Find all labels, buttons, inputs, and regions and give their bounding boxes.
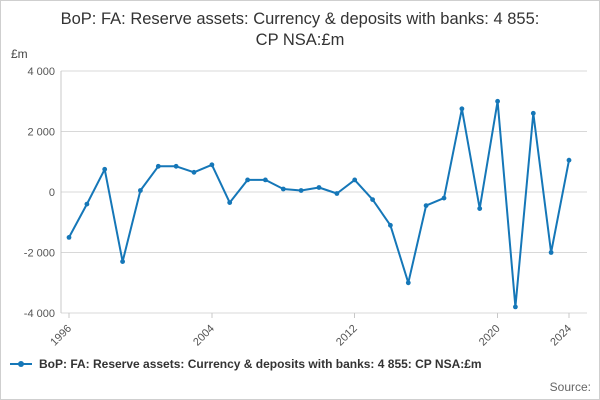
- data-point[interactable]: [548, 250, 554, 255]
- data-point[interactable]: [227, 200, 233, 206]
- y-tick-label: 4 000: [27, 66, 55, 78]
- data-point[interactable]: [334, 191, 340, 196]
- data-point[interactable]: [84, 201, 90, 207]
- legend-label: BoP: FA: Reserve assets: Currency & depo…: [39, 357, 482, 371]
- source-label: Source:: [549, 380, 591, 394]
- data-point[interactable]: [513, 304, 518, 310]
- data-point[interactable]: [405, 280, 411, 286]
- y-tick-label: 2 000: [27, 127, 55, 139]
- data-point[interactable]: [423, 203, 429, 209]
- data-point[interactable]: [441, 195, 447, 201]
- data-point[interactable]: [298, 188, 304, 193]
- data-point[interactable]: [155, 163, 161, 169]
- y-tick-label: -2 000: [24, 248, 55, 260]
- legend-line-icon: [10, 361, 32, 367]
- x-tick-label: 2012: [334, 323, 360, 349]
- data-point[interactable]: [263, 177, 268, 183]
- x-tick-label: 2004: [191, 323, 217, 349]
- chart-title: BoP: FA: Reserve assets: Currency & depo…: [60, 10, 540, 50]
- data-point[interactable]: [370, 197, 375, 203]
- data-point[interactable]: [102, 166, 108, 172]
- data-point[interactable]: [495, 98, 500, 104]
- data-point[interactable]: [566, 157, 572, 163]
- y-tick-label: -4 000: [24, 308, 55, 320]
- data-point[interactable]: [477, 206, 483, 212]
- data-point[interactable]: [352, 177, 358, 183]
- data-point[interactable]: [280, 186, 286, 192]
- data-point[interactable]: [209, 162, 215, 168]
- series-line: [68, 100, 570, 308]
- data-point[interactable]: [388, 222, 393, 228]
- x-tick-label: 1996: [48, 323, 74, 349]
- legend-item[interactable]: BoP: FA: Reserve assets: Currency & depo…: [9, 357, 482, 371]
- data-point[interactable]: [459, 106, 465, 112]
- data-point[interactable]: [120, 259, 125, 264]
- y-tick-label: 0: [49, 187, 55, 199]
- x-tick-label: 2020: [477, 323, 503, 349]
- x-tick-label: 2024: [548, 323, 574, 349]
- data-point[interactable]: [316, 185, 322, 190]
- data-point[interactable]: [66, 235, 72, 240]
- data-point[interactable]: [191, 169, 197, 175]
- y-axis-unit-label: £m: [11, 47, 28, 61]
- data-point[interactable]: [530, 110, 536, 116]
- data-point[interactable]: [138, 188, 143, 193]
- data-point[interactable]: [173, 163, 179, 169]
- data-point[interactable]: [245, 177, 251, 183]
